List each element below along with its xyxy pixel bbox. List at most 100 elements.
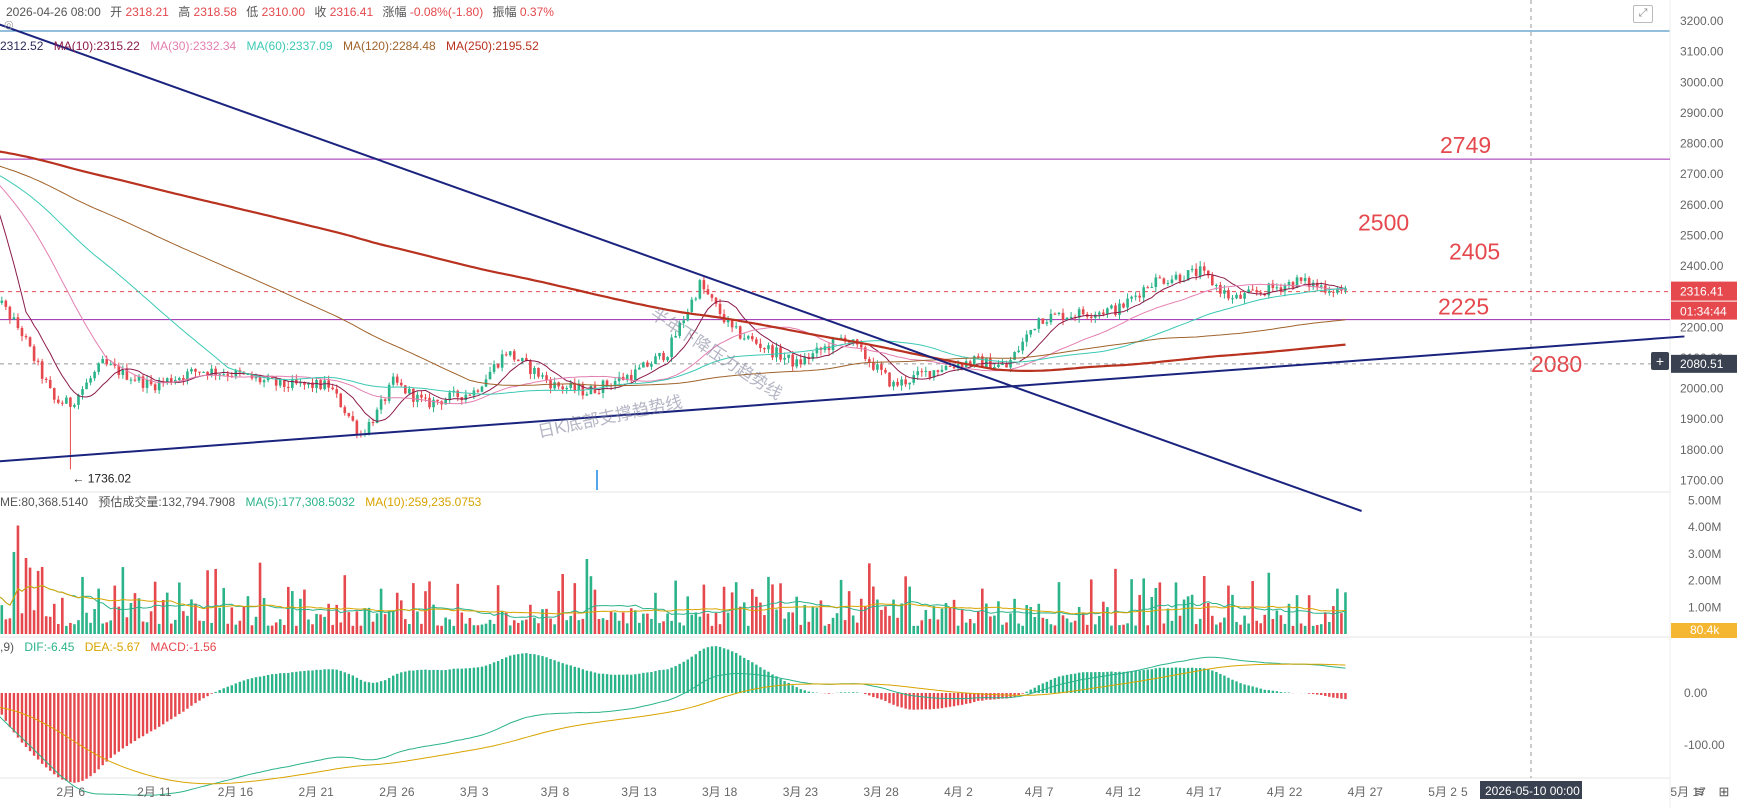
volume-bar [404, 619, 407, 634]
countdown-badge-bg [1671, 301, 1737, 320]
volume-bar [258, 562, 262, 634]
volume-bar [738, 606, 742, 634]
candle-body [500, 354, 504, 368]
macd-bar [1049, 679, 1053, 693]
macd-bar [1069, 674, 1073, 693]
candle-body [863, 347, 867, 360]
volume-bar [1001, 624, 1004, 634]
macd-bar [1275, 691, 1279, 693]
candle-body [1315, 282, 1319, 287]
macd-legend-item: ,9) [0, 640, 15, 654]
candle-body [1291, 281, 1295, 288]
candle-body [698, 280, 702, 299]
candle-body [617, 376, 621, 382]
volume-bar [549, 618, 552, 634]
volume-bar [1263, 614, 1267, 634]
settings-icon[interactable]: ≋ [1694, 784, 1705, 799]
candle-body [533, 367, 536, 374]
candle-body [408, 388, 411, 394]
macd-bar [319, 669, 322, 693]
macd-bar [283, 673, 286, 693]
candle-body [1311, 282, 1315, 288]
candle-body [932, 370, 936, 378]
fullscreen-icon[interactable]: ⤢ [1633, 5, 1653, 23]
candle-body [85, 382, 88, 390]
volume-bar [1295, 595, 1299, 634]
candle-body [109, 363, 113, 365]
macd-bar [137, 693, 141, 739]
volume-bar [1211, 615, 1214, 634]
macd-bar [472, 667, 476, 693]
candle-body [815, 347, 819, 354]
expand-icon[interactable]: ⊞ [1718, 784, 1730, 799]
macd-bar [28, 693, 32, 752]
volume-bar [420, 623, 423, 634]
volume-bar [698, 616, 702, 634]
moving-average-line [0, 165, 1346, 387]
candle-body [674, 335, 677, 338]
low-label: 低 [246, 5, 259, 19]
candle-body [569, 382, 573, 388]
volume-bar [694, 612, 698, 634]
volume-bar [1243, 615, 1246, 634]
candle-body [246, 373, 250, 375]
macd-bar [404, 671, 407, 693]
volume-bar [968, 618, 972, 634]
candle-body [101, 359, 104, 364]
macd-bar [900, 693, 903, 708]
candle-body [218, 374, 221, 376]
x-axis-tick: 2月 26 [379, 785, 415, 799]
candle-body [174, 379, 177, 383]
add-crosshair-icon[interactable]: + [1651, 352, 1669, 370]
volume-bar [440, 625, 443, 634]
macd-bar [484, 665, 488, 693]
volume-legend-item: MA(5):177,308.5032 [245, 495, 355, 509]
volume-bar [525, 619, 528, 634]
macd-bar [1344, 693, 1347, 700]
volume-bar [4, 619, 8, 634]
candle-body [1025, 334, 1028, 342]
macd-bar [141, 693, 145, 737]
macd-bar [1073, 673, 1077, 693]
macd-bar [714, 646, 718, 693]
candle-body [1219, 285, 1222, 294]
macd-bar [162, 693, 165, 725]
volume-bar [1178, 615, 1182, 634]
volume-bar [553, 624, 556, 634]
candle-body [662, 352, 665, 361]
candle-body [331, 387, 334, 390]
candle-body [157, 381, 161, 391]
volume-bar [1017, 623, 1020, 634]
macd-bar [702, 648, 706, 693]
candle-body [1037, 318, 1041, 329]
macd-histogram [0, 646, 1347, 783]
macd-bar [1311, 693, 1315, 694]
volume-bar [1033, 616, 1037, 634]
volume-bar [480, 624, 484, 634]
volume-bar [303, 589, 306, 634]
macd-bar [593, 672, 597, 693]
macd-bar [178, 693, 181, 715]
macd-bar [803, 690, 806, 693]
macd-bar [1211, 670, 1214, 693]
candle-body [1194, 268, 1198, 276]
volume-bar [706, 613, 710, 634]
macd-bar [1005, 693, 1008, 699]
macd-bar [36, 693, 40, 760]
volume-bar [863, 605, 867, 634]
candle-body [299, 381, 302, 384]
candle-body [646, 362, 649, 367]
macd-bar [1194, 668, 1198, 693]
candle-body [1061, 312, 1065, 321]
volume-bar [428, 581, 431, 634]
x-axis-tick: 3月 18 [702, 785, 738, 799]
volume-bar [1154, 587, 1158, 634]
macd-bar [662, 669, 665, 693]
eye-icon[interactable]: ◎ [4, 19, 14, 31]
volume-bar [1323, 612, 1327, 634]
volume-bar [831, 617, 835, 634]
volume-bar [347, 612, 351, 634]
candle-body [496, 364, 500, 368]
volume-bar [940, 608, 944, 634]
